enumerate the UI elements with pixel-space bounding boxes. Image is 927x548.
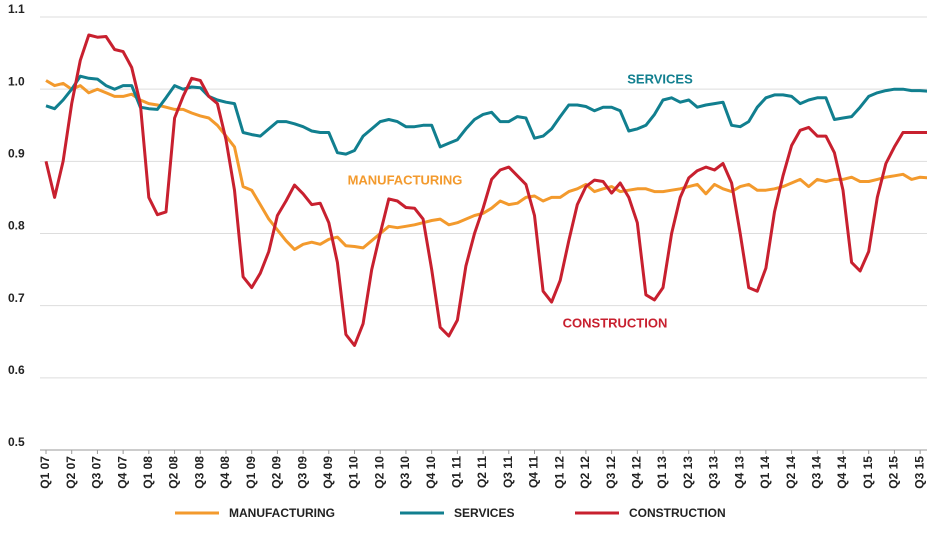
annotation: CONSTRUCTION bbox=[563, 315, 668, 330]
y-tick-label: 0.9 bbox=[8, 147, 25, 161]
x-tick-label: Q2 14 bbox=[784, 456, 798, 489]
x-tick-label: Q3 15 bbox=[912, 456, 926, 489]
series-line bbox=[44, 33, 927, 347]
x-tick-label: Q1 11 bbox=[450, 456, 464, 488]
y-tick-label: 0.5 bbox=[8, 435, 25, 449]
annotation: MANUFACTURING bbox=[348, 172, 463, 187]
x-tick-label: Q3 09 bbox=[295, 456, 309, 489]
x-tick-label: Q4 14 bbox=[835, 456, 849, 489]
x-tick-label: Q2 15 bbox=[887, 456, 901, 489]
x-tick-label: Q4 08 bbox=[218, 456, 232, 489]
y-tick-label: 0.7 bbox=[8, 291, 25, 305]
x-tick-label: Q1 13 bbox=[655, 456, 669, 489]
x-tick-label: Q4 09 bbox=[321, 456, 335, 489]
x-tick-label: Q1 10 bbox=[347, 456, 361, 489]
x-tick-label: Q2 11 bbox=[475, 456, 489, 488]
x-tick-label: Q2 08 bbox=[167, 456, 181, 489]
x-tick-label: Q1 15 bbox=[861, 456, 875, 489]
y-tick-label: 1.1 bbox=[8, 2, 25, 16]
legend-label: CONSTRUCTION bbox=[629, 506, 726, 520]
x-tick-label: Q3 07 bbox=[90, 456, 104, 489]
x-tick-label: Q1 07 bbox=[38, 456, 52, 489]
x-tick-label: Q1 12 bbox=[552, 456, 566, 489]
x-tick-label: Q4 10 bbox=[424, 456, 438, 489]
x-tick-label: Q4 07 bbox=[115, 456, 129, 489]
x-tick-label: Q2 12 bbox=[578, 456, 592, 489]
x-tick-label: Q3 11 bbox=[501, 456, 515, 488]
legend-label: SERVICES bbox=[454, 506, 514, 520]
x-tick-label: Q3 10 bbox=[398, 456, 412, 489]
legend-label: MANUFACTURING bbox=[229, 506, 335, 520]
x-tick-label: Q4 12 bbox=[630, 456, 644, 489]
x-tick-label: Q3 13 bbox=[707, 456, 721, 489]
annotation: SERVICES bbox=[627, 71, 693, 86]
x-tick-label: Q2 09 bbox=[270, 456, 284, 489]
y-tick-label: 0.6 bbox=[8, 363, 25, 377]
x-tick-label: Q1 09 bbox=[244, 456, 258, 489]
x-tick-label: Q2 10 bbox=[372, 456, 386, 489]
x-tick-label: Q3 14 bbox=[809, 456, 823, 489]
x-tick-label: Q2 07 bbox=[64, 456, 78, 489]
x-tick-label: Q3 08 bbox=[192, 456, 206, 489]
x-tick-label: Q3 12 bbox=[604, 456, 618, 489]
x-tick-label: Q4 13 bbox=[732, 456, 746, 489]
series-line bbox=[45, 74, 927, 156]
x-tick-label: Q1 14 bbox=[758, 456, 772, 489]
x-tick-label: Q1 08 bbox=[141, 456, 155, 489]
y-tick-label: 1.0 bbox=[8, 74, 25, 88]
y-tick-label: 0.8 bbox=[8, 219, 25, 233]
x-tick-label: Q2 13 bbox=[681, 456, 695, 489]
x-tick-label: Q4 11 bbox=[527, 456, 541, 488]
